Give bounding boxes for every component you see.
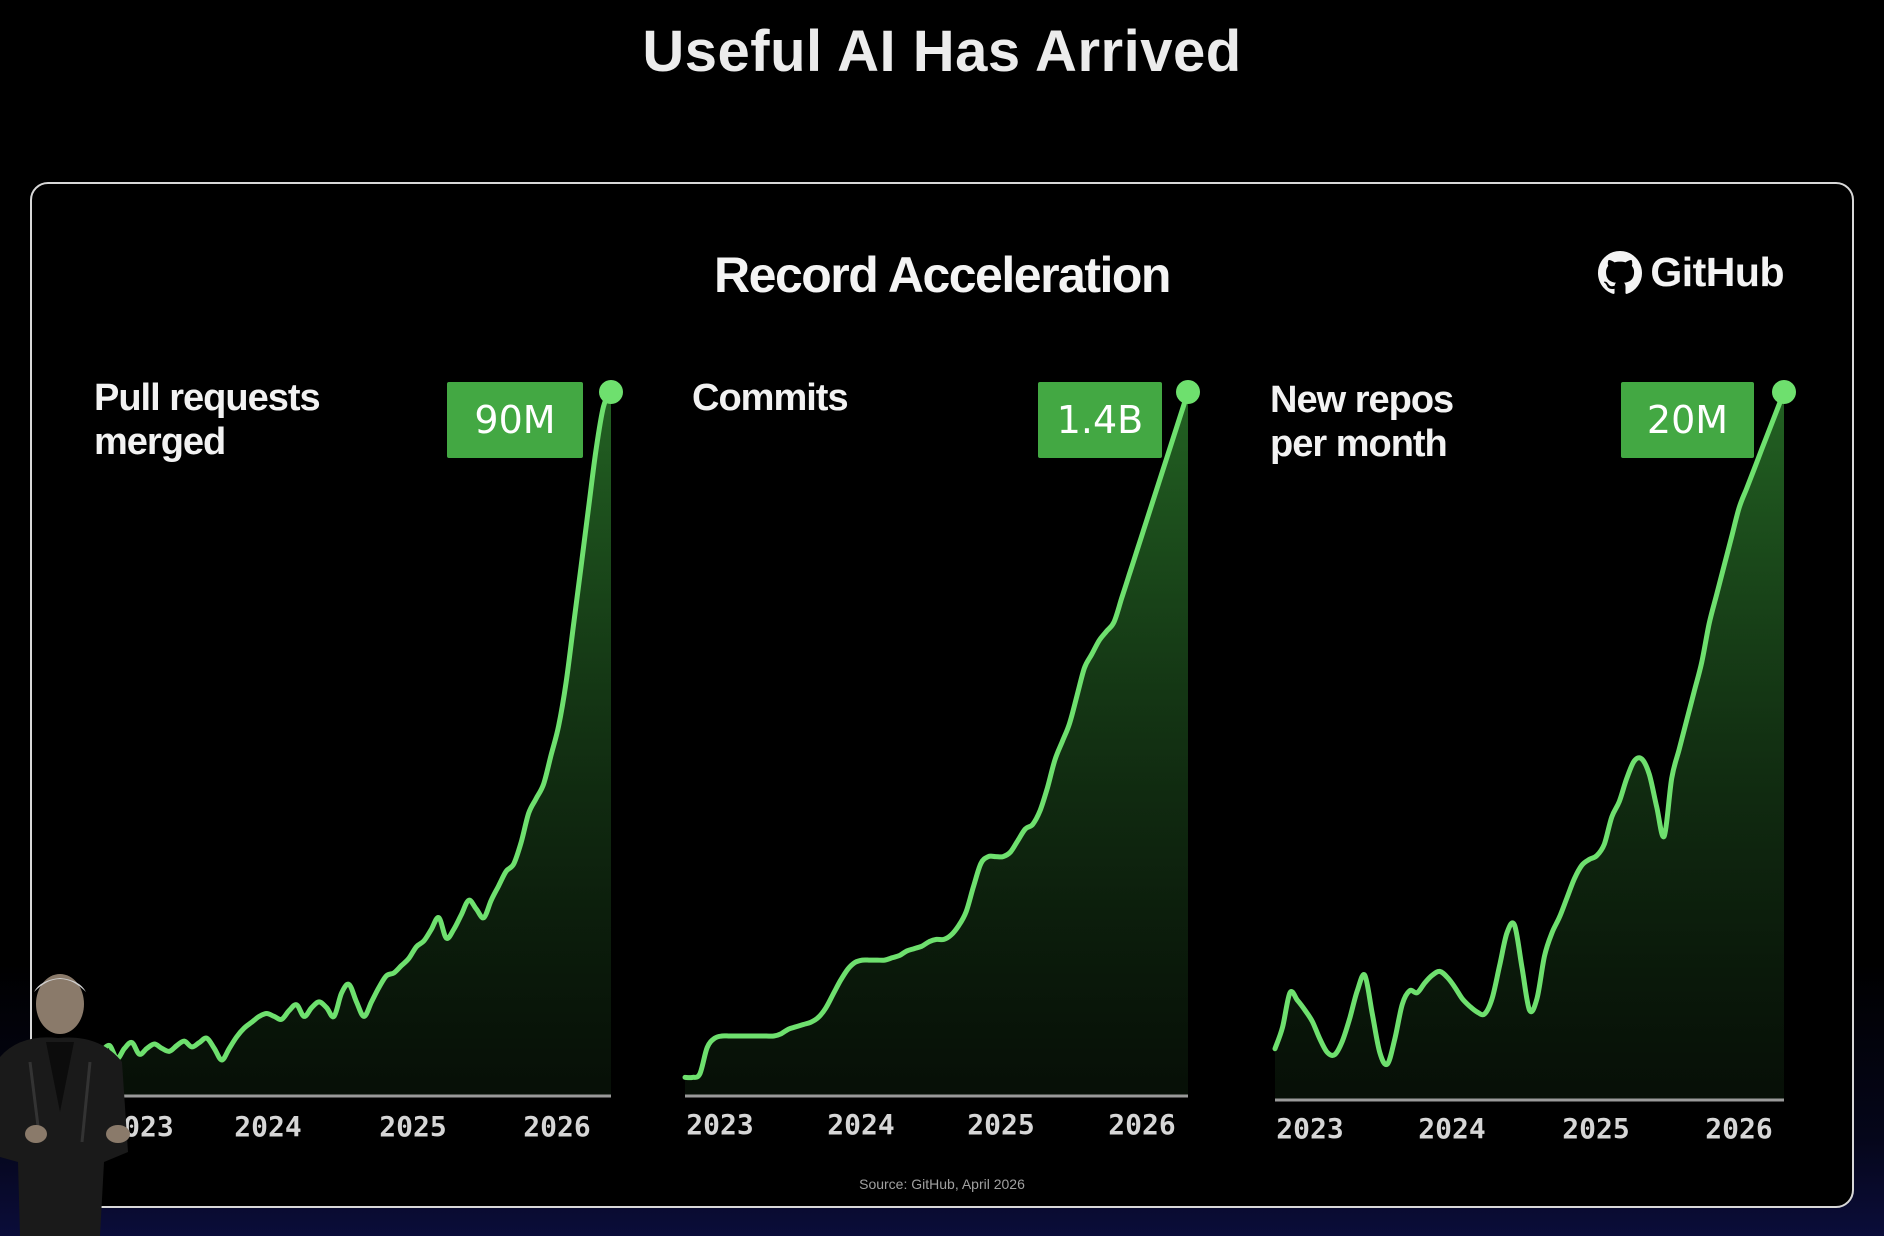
source-note: Source: GitHub, April 2026 <box>859 1176 1025 1192</box>
chart-1-tick-label: 2024 <box>234 1110 301 1143</box>
chart-2-end-dot <box>1176 380 1200 404</box>
presenter-figure <box>0 974 130 1236</box>
chart-1-line <box>99 389 614 1063</box>
chart-2-line <box>682 389 1191 1081</box>
chart-3-tick-label: 2026 <box>1705 1112 1772 1145</box>
chart-2-tick-label: 2026 <box>1108 1108 1175 1141</box>
chart-2-badge: 1.4B <box>1038 382 1162 458</box>
github-label: GitHub <box>1650 249 1784 295</box>
chart-3-badge: 20M <box>1621 382 1754 458</box>
chart-3-tick-label: 2025 <box>1562 1112 1629 1145</box>
chart-1-end-dot <box>599 380 623 404</box>
chart-3-end-dot <box>1772 380 1796 404</box>
chart-1-area <box>102 392 611 1096</box>
page-title: Useful AI Has Arrived <box>642 19 1242 84</box>
chart-1-tick-label: 2026 <box>523 1110 590 1143</box>
chart-3-tick-label: 2023 <box>1276 1112 1343 1145</box>
chart-1-tick-label: 2025 <box>379 1110 446 1143</box>
chart-3-tick-label: 2024 <box>1418 1112 1485 1145</box>
github-brand: GitHub <box>1598 249 1784 296</box>
github-icon <box>1598 250 1643 294</box>
chart-3-line <box>1272 389 1787 1068</box>
chart-2-tick-label: 2024 <box>827 1108 894 1141</box>
chart-2-label: Commits <box>692 377 849 419</box>
panel-subtitle: Record Acceleration <box>714 247 1171 303</box>
chart-2-tick-label: 2025 <box>967 1108 1034 1141</box>
chart-3-label: New repos per month <box>1270 379 1454 465</box>
chart-3-area <box>1275 392 1784 1100</box>
chart-2-tick-label: 2023 <box>686 1108 753 1141</box>
chart-1-badge: 90M <box>447 382 583 458</box>
chart-1-label: Pull requests merged <box>94 377 321 463</box>
chart-2-area <box>685 392 1188 1096</box>
